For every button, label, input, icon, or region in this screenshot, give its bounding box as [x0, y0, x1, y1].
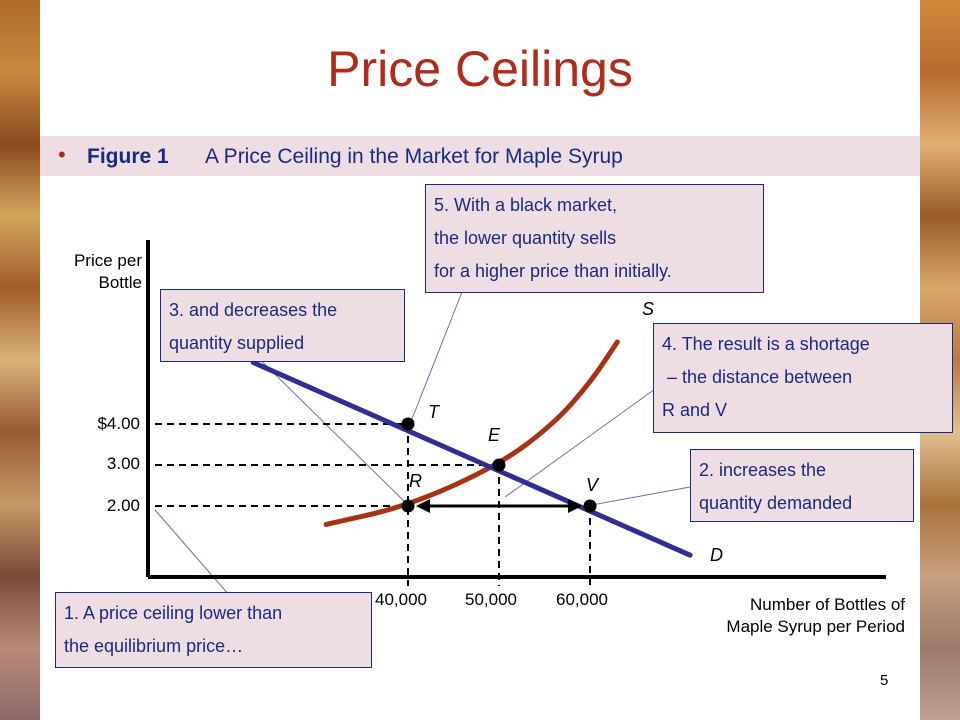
- demand-curve: [250, 360, 693, 558]
- note-quantity-demanded: 2. increases the quantity demanded: [690, 449, 914, 522]
- page-number: 5: [880, 672, 889, 689]
- y-axis-title-line1: Price per: [73, 251, 142, 270]
- y-axis-title-line2: Bottle: [98, 273, 142, 292]
- decorative-left-strip: [0, 0, 40, 720]
- x-axis-title-line1: Number of Bottles of: [750, 595, 905, 614]
- figure-number: Figure 1: [87, 145, 169, 168]
- note-black-market: 5. With a black market, the lower quanti…: [425, 184, 764, 293]
- slide-title: Price Ceilings: [327, 41, 633, 97]
- callout-line-price-ceiling: [154, 509, 231, 597]
- y-tick-label: 3.00: [106, 454, 140, 473]
- demand-curve-label: D: [710, 545, 723, 565]
- note-price-ceiling: 1. A price ceiling lower than the equili…: [55, 592, 372, 668]
- point-label-r: R: [409, 471, 422, 491]
- note-quantity-supplied: 3. and decreases the quantity supplied: [160, 289, 405, 362]
- point-label-t: T: [428, 402, 439, 422]
- point-e: [492, 458, 506, 472]
- shortage-arrow-head-left: [416, 499, 430, 513]
- y-tick-label: 2.00: [106, 496, 140, 515]
- figure-caption: A Price Ceiling in the Market for Maple …: [205, 145, 623, 168]
- x-axis-title-line2: Maple Syrup per Period: [726, 617, 905, 636]
- point-t: [401, 417, 415, 431]
- shortage-arrow-head-right: [568, 499, 582, 513]
- supply-curve-label: S: [642, 299, 655, 319]
- x-tick-label: 60,000: [556, 590, 608, 609]
- callout-line-quantity-supplied: [233, 333, 409, 506]
- point-label-e: E: [488, 425, 501, 445]
- x-axis-title: Number of Bottles of Maple Syrup per Per…: [620, 594, 905, 638]
- x-tick-label: 40,000: [375, 590, 427, 609]
- figure-caption-bar: [40, 136, 920, 176]
- point-label-v: V: [586, 475, 599, 495]
- point-r: [401, 499, 415, 513]
- point-v: [583, 499, 597, 513]
- y-axis-title: Price per Bottle: [40, 250, 142, 294]
- x-tick-label: 50,000: [465, 590, 517, 609]
- supply-curve: [323, 339, 620, 527]
- callout-line-quantity-demanded: [591, 486, 691, 506]
- callout-line-shortage: [504, 388, 656, 498]
- y-tick-label: $4.00: [97, 414, 140, 433]
- note-shortage: 4. The result is a shortage – the distan…: [653, 323, 953, 433]
- callout-line-black-market: [409, 291, 463, 425]
- bullet-icon: •: [58, 142, 66, 167]
